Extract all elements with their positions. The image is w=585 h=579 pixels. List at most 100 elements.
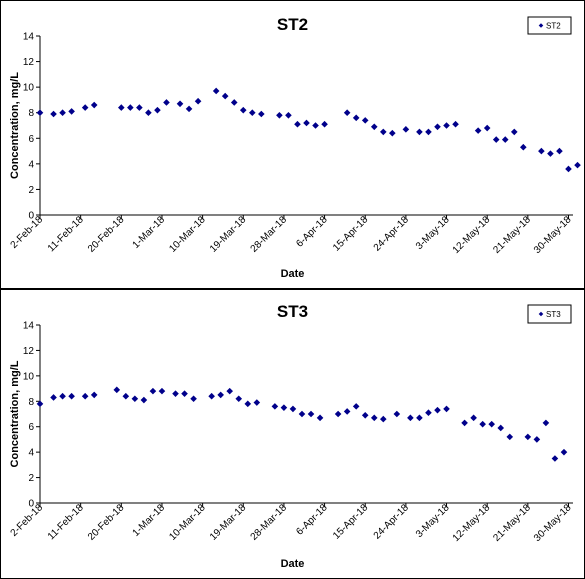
data-point — [81, 392, 89, 400]
data-point — [194, 97, 202, 105]
x-tick-label: 20-Feb-18 — [86, 502, 127, 543]
x-tick-label: 15-Apr-18 — [331, 502, 371, 542]
x-tick-label: 10-Mar-18 — [167, 502, 208, 543]
y-tick-label: 10 — [23, 371, 35, 382]
data-point — [248, 109, 256, 117]
y-tick-label: 6 — [28, 422, 34, 433]
data-point — [68, 108, 75, 115]
data-point — [434, 406, 441, 414]
data-point — [551, 455, 559, 462]
data-point — [416, 128, 423, 136]
data-point — [217, 391, 224, 399]
data-point — [50, 394, 57, 401]
data-point — [90, 101, 98, 109]
y-tick-label: 8 — [28, 108, 34, 119]
data-point — [425, 128, 432, 136]
data-point — [560, 448, 568, 456]
data-point — [343, 109, 351, 117]
data-point — [303, 119, 310, 127]
x-tick-label: 21-May-18 — [491, 502, 533, 544]
y-tick-label: 12 — [23, 57, 35, 68]
data-point — [285, 111, 292, 119]
data-point — [81, 104, 89, 111]
x-tick-label: 24-Apr-18 — [372, 214, 412, 254]
y-tick-label: 0 — [28, 211, 34, 222]
data-point — [181, 390, 188, 397]
x-tick-label: 6-Apr-18 — [294, 214, 330, 250]
data-point — [434, 123, 441, 131]
data-point — [321, 120, 328, 128]
data-point — [176, 100, 184, 108]
data-point — [280, 404, 288, 411]
x-tick-label: 11-Feb-18 — [46, 214, 86, 254]
data-point — [244, 400, 252, 408]
x-tick-label: 10-Mar-18 — [167, 214, 208, 255]
chart-panel-st2: ST2 0 2 4 6 8 10 12 14 2-Feb-18 11-Feb-18 20-Feb-18… — [0, 0, 585, 289]
x-tick-label: 28-Mar-18 — [249, 214, 290, 255]
data-point — [524, 433, 532, 441]
data-point — [547, 150, 554, 157]
legend-label: ST2 — [546, 22, 561, 31]
x-tick-label: 19-Mar-18 — [208, 214, 249, 255]
data-point — [379, 128, 387, 136]
data-point — [158, 387, 166, 395]
data-point — [190, 395, 197, 403]
data-point — [140, 396, 148, 404]
x-tick-label: 1-Mar-18 — [131, 214, 168, 251]
data-point — [443, 405, 450, 413]
y-tick-label: 14 — [23, 321, 35, 332]
data-point — [289, 405, 297, 413]
data-point — [212, 87, 220, 95]
data-point — [122, 392, 130, 400]
data-point — [172, 390, 179, 397]
x-tick-label: 21-May-18 — [491, 214, 533, 256]
data-point — [407, 414, 414, 422]
data-point — [506, 433, 514, 441]
data-point — [312, 122, 319, 129]
data-point — [307, 410, 315, 418]
data-point — [163, 99, 170, 106]
x-tick-label: 12-May-18 — [451, 502, 493, 544]
data-point — [497, 424, 505, 432]
x-tick-label: 3-May-18 — [414, 214, 452, 252]
x-tick-label: 1-Mar-18 — [131, 502, 168, 539]
data-point — [154, 106, 161, 114]
chart-title: ST3 — [277, 302, 308, 321]
x-tick-label: 6-Apr-18 — [294, 502, 330, 538]
data-point — [90, 391, 98, 399]
data-point — [59, 392, 66, 400]
data-point — [50, 110, 57, 118]
y-axis-label: Concentration, mg/L — [9, 72, 21, 179]
data-point — [258, 110, 265, 118]
data-point — [379, 415, 387, 423]
y-tick-label: 8 — [28, 397, 34, 408]
x-axis-label: Date — [281, 558, 305, 570]
x-tick-label: 30-May-18 — [532, 502, 574, 544]
x-tick-label: 11-Feb-18 — [46, 502, 86, 542]
data-point — [483, 124, 491, 132]
data-point — [298, 410, 306, 418]
x-tick-label: 28-Mar-18 — [249, 502, 290, 543]
data-point — [316, 414, 324, 422]
st2-chart: ST2 0 2 4 6 8 10 12 14 2-Feb-18 11-Feb-18 20-Feb-18… — [9, 15, 581, 280]
x-tick-label: 3-May-18 — [414, 502, 452, 540]
data-point — [389, 129, 396, 137]
x-tick-label: 30-May-18 — [532, 214, 574, 256]
legend-box — [527, 304, 572, 324]
chart-panel-st3: ST3 0 2 4 6 8 10 12 14 2-Feb-18 11-Feb-18 20-Feb-18… — [0, 289, 585, 579]
data-point — [501, 136, 509, 143]
data-point — [370, 414, 378, 422]
data-point — [113, 386, 121, 394]
data-point — [145, 109, 152, 117]
y-tick-label: 14 — [23, 32, 35, 43]
data-point — [565, 165, 572, 173]
data-point — [488, 420, 495, 428]
data-point — [538, 147, 545, 155]
x-tick-label: 19-Mar-18 — [208, 502, 249, 543]
data-point — [334, 410, 342, 418]
y-tick-label: 10 — [23, 83, 35, 94]
data-point — [235, 395, 243, 403]
data-point — [271, 403, 279, 410]
legend-box — [527, 16, 572, 35]
st3-chart: ST3 0 2 4 6 8 10 12 14 2-Feb-18 11-Feb-18 20-Feb-18… — [9, 302, 574, 570]
